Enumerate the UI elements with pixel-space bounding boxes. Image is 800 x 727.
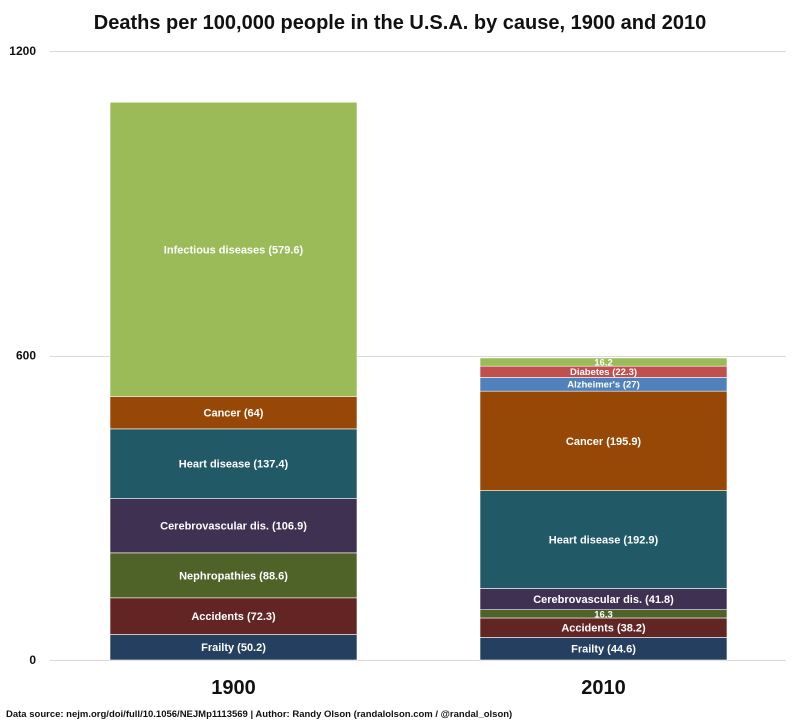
bar-segment-1900-cerebrovascular-dis [109,498,358,554]
data-label: Alzheimer's (27) [567,380,639,391]
data-label: Frailty (50.2) [201,642,266,654]
data-label: Accidents (72.3) [191,611,276,623]
data-label: Cerebrovascular dis. (106.9) [160,521,307,533]
data-label: Cancer (64) [204,408,264,420]
bar-segment-2010-cancer [479,390,728,491]
bar-segment-1900-cancer [109,396,358,430]
y-axis: 0 600 1200 [9,44,36,667]
source-note: Data source: nejm.org/doi/full/10.1056/N… [6,709,513,720]
chart-title: Deaths per 100,000 people in the U.S.A. … [93,12,707,34]
data-label: Infectious diseases (579.6) [164,244,304,256]
data-label: Frailty (44.6) [571,644,636,656]
bar-segment-2010-infectious-diseases [479,357,728,367]
data-label: Heart disease (192.9) [549,535,659,547]
x-axis: 1900 2010 [211,677,626,699]
data-label: Cerebrovascular dis. (41.8) [533,594,674,606]
data-label: Diabetes (22.3) [570,367,637,378]
x-category-label: 1900 [211,677,256,699]
data-label: Cancer (195.9) [566,436,642,448]
y-tick-label: 600 [16,349,36,363]
data-label: Accidents (38.2) [561,623,646,635]
bar-segment-1900-heart-disease [109,428,358,499]
data-label: 16.2 [594,357,613,368]
bar-segment-1900-frailty [109,634,358,661]
x-category-label: 2010 [581,677,626,699]
y-tick-label: 1200 [9,44,36,58]
bars [109,101,728,661]
bar-segment-1900-infectious-diseases [109,101,358,397]
bar-segment-1900-nephropathies [109,552,358,599]
data-label: 16.3 [594,609,613,620]
segment-labels: Frailty (50.2) Accidents (72.3) Nephropath… [160,244,674,655]
bar-segment-2010-heart-disease [479,490,728,589]
bar-segment-1900-accidents [109,597,358,635]
data-label: Nephropathies (88.6) [179,570,288,582]
data-label: Heart disease (137.4) [179,459,289,471]
y-tick-label: 0 [29,653,36,667]
